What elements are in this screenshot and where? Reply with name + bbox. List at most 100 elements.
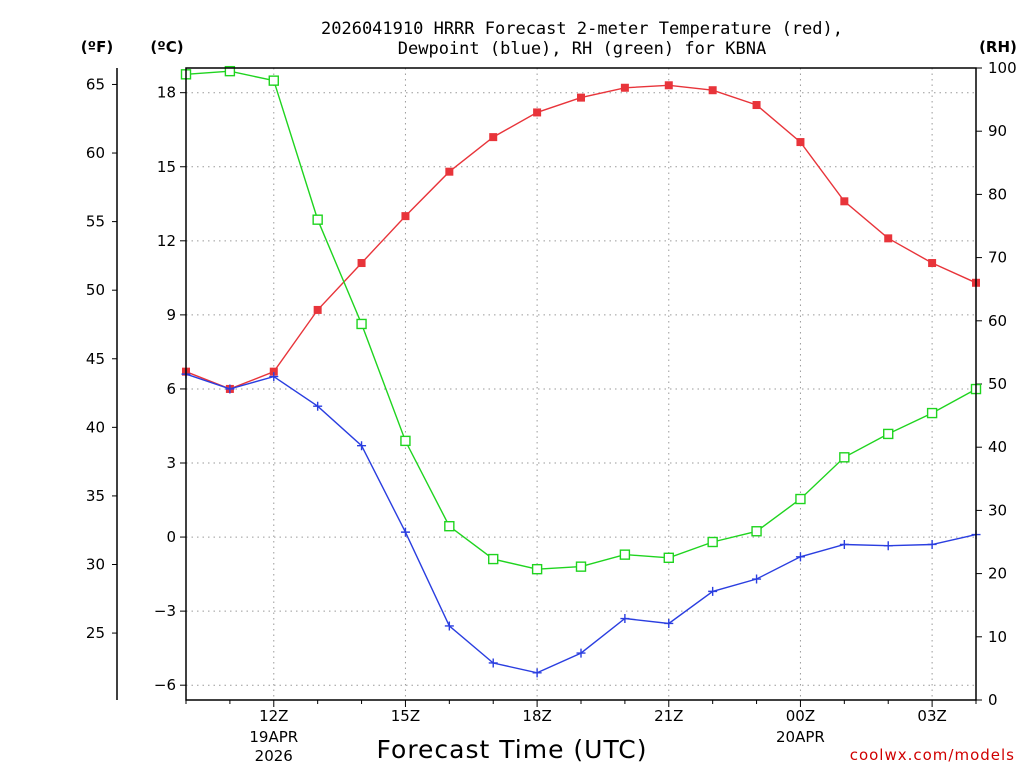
fahrenheit-tick-label: 55 xyxy=(86,213,105,231)
temperature-point xyxy=(620,83,629,92)
celsius-unit-label: (ºC) xyxy=(150,38,183,56)
dewpoint-point xyxy=(225,384,235,394)
celsius-tick-label: 9 xyxy=(166,306,176,324)
celsius-tick-label: 12 xyxy=(157,232,176,250)
temperature-point xyxy=(884,234,893,243)
celsius-tick-label: 15 xyxy=(157,158,176,176)
rh-tick-label: 60 xyxy=(988,312,1007,330)
x-tick-date-label: 20APR xyxy=(776,728,825,746)
dewpoint-point xyxy=(400,527,410,537)
rh-unit-label: (RH) xyxy=(979,38,1017,56)
x-tick-label: 15Z xyxy=(391,707,420,725)
dewpoint-point xyxy=(664,618,674,628)
temperature-point xyxy=(489,133,498,142)
rh-point xyxy=(268,75,279,86)
temperature-point xyxy=(313,305,322,314)
celsius-tick-label: −6 xyxy=(154,676,176,694)
dewpoint-point xyxy=(313,401,323,411)
dewpoint-point xyxy=(444,621,454,631)
dewpoint-point xyxy=(927,539,937,549)
dewpoint-point xyxy=(532,668,542,678)
chart-title-line1: 2026041910 HRRR Forecast 2-meter Tempera… xyxy=(321,19,843,39)
temperature-point xyxy=(708,86,717,95)
fahrenheit-tick-label: 30 xyxy=(86,555,105,573)
fahrenheit-tick-label: 45 xyxy=(86,350,105,368)
fahrenheit-tick-label: 35 xyxy=(86,487,105,505)
dewpoint-point xyxy=(708,586,718,596)
rh-point xyxy=(224,65,236,77)
celsius-tick-label: 18 xyxy=(157,84,176,102)
x-tick-year-label: 2026 xyxy=(255,747,293,765)
rh-tick-label: 90 xyxy=(988,122,1007,140)
rh-point xyxy=(795,493,806,505)
temperature-point xyxy=(752,101,761,110)
chart-title-line2: Dewpoint (blue), RH (green) for KBNA xyxy=(398,39,766,59)
rh-point xyxy=(400,435,411,447)
rh-tick-label: 100 xyxy=(988,59,1017,77)
series-temperature xyxy=(182,81,980,393)
dewpoint-point xyxy=(839,539,849,549)
x-tick-label: 12Z xyxy=(259,707,288,725)
rh-tick-label: 50 xyxy=(988,375,1007,393)
fahrenheit-tick-label: 40 xyxy=(86,418,105,436)
fahrenheit-tick-label: 25 xyxy=(86,624,105,642)
rh-tick-label: 40 xyxy=(988,438,1007,456)
temperature-line xyxy=(185,84,977,390)
temperature-point xyxy=(533,108,542,117)
dewpoint-point xyxy=(752,574,762,584)
rh-point xyxy=(663,552,674,563)
temperature-point xyxy=(269,367,278,376)
temperature-point xyxy=(840,197,849,206)
dewpoint-point xyxy=(795,552,805,562)
temperature-point xyxy=(401,212,410,221)
fahrenheit-axis: 25 30 35 40 45 50 55 60 65 xyxy=(86,68,118,700)
rh-axis: 0 10 20 30 40 50 60 70 80 90 100 xyxy=(976,59,1017,709)
series-rh xyxy=(180,65,982,575)
rh-point xyxy=(488,553,499,565)
rh-point xyxy=(883,428,894,440)
celsius-tick-label: 6 xyxy=(166,380,176,398)
temperature-point xyxy=(577,93,585,102)
rh-tick-label: 10 xyxy=(988,628,1007,646)
dewpoint-point xyxy=(269,372,279,382)
dewpoint-line xyxy=(185,373,977,674)
x-tick-label: 03Z xyxy=(917,707,946,725)
dewpoint-point xyxy=(620,614,630,624)
dewpoint-point xyxy=(488,658,498,668)
rh-point xyxy=(707,536,718,548)
series-layer xyxy=(180,65,982,678)
temperature-point xyxy=(445,167,454,176)
x-axis-title: Forecast Time (UTC) xyxy=(377,735,648,764)
gridlines xyxy=(186,68,976,700)
temperature-point xyxy=(664,81,673,90)
rh-tick-label: 0 xyxy=(988,691,998,709)
x-tick-label: 21Z xyxy=(654,707,683,725)
rh-point xyxy=(839,452,850,463)
rh-point xyxy=(312,214,323,225)
rh-point xyxy=(619,549,631,560)
x-tick-date-label: 19APR xyxy=(249,728,298,746)
rh-point xyxy=(356,318,367,330)
fahrenheit-tick-label: 60 xyxy=(86,144,105,162)
rh-point xyxy=(926,407,938,419)
x-tick-label: 18Z xyxy=(522,707,551,725)
fahrenheit-tick-label: 50 xyxy=(86,281,105,299)
fahrenheit-unit-label: (ºF) xyxy=(81,38,113,56)
celsius-tick-label: 3 xyxy=(166,454,176,472)
celsius-axis: −6 −3 0 3 6 9 12 15 18 xyxy=(154,84,186,694)
dewpoint-point xyxy=(883,541,893,551)
celsius-tick-label: −3 xyxy=(154,602,176,620)
credit-text: coolwx.com/models xyxy=(850,746,1015,764)
x-tick-label: 00Z xyxy=(786,707,815,725)
fahrenheit-tick-label: 65 xyxy=(86,75,105,93)
rh-tick-label: 80 xyxy=(988,185,1007,203)
celsius-tick-label: 0 xyxy=(166,528,176,546)
temperature-point xyxy=(928,259,937,268)
plot-frame xyxy=(185,67,977,701)
rh-line xyxy=(185,70,977,570)
dewpoint-point xyxy=(576,648,586,658)
rh-point xyxy=(531,563,543,575)
rh-point xyxy=(751,526,762,537)
